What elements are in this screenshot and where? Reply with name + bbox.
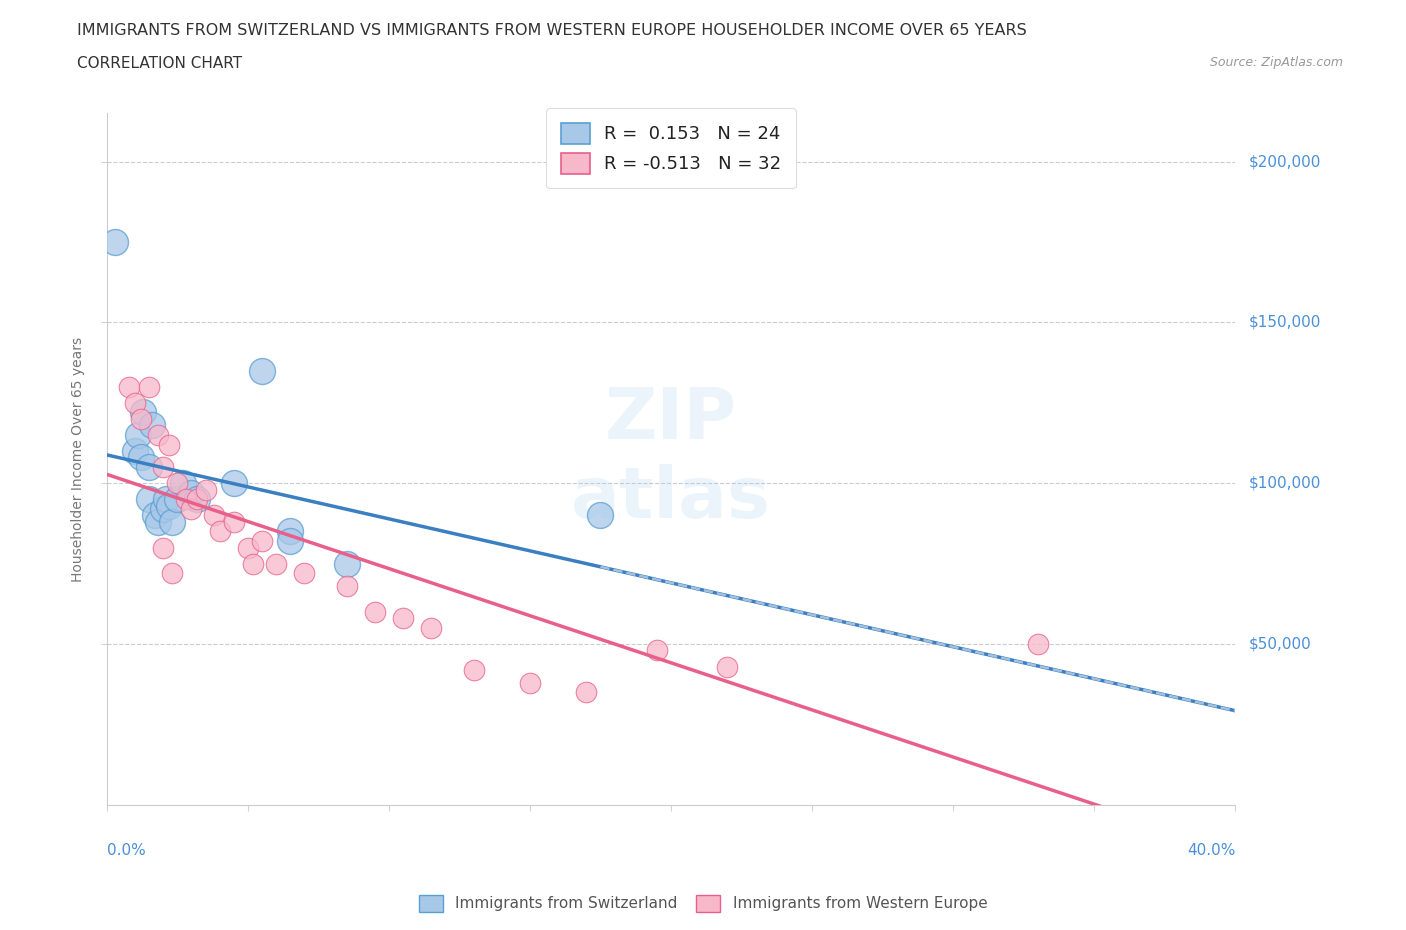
Point (138, 379, 160, 394)
Point (1026, 636, 1049, 651)
Y-axis label: Householder Income Over 65 years: Householder Income Over 65 years (72, 337, 86, 581)
Point (141, 418, 163, 432)
Point (118, 379, 141, 394)
Point (146, 428, 169, 443)
Point (138, 492, 160, 507)
Text: 40.0%: 40.0% (1187, 843, 1236, 857)
Point (186, 492, 208, 507)
Point (292, 565, 315, 580)
Point (152, 501, 174, 516)
Legend: Immigrants from Switzerland, Immigrants from Western Europe: Immigrants from Switzerland, Immigrants … (412, 889, 994, 918)
Point (236, 540, 259, 555)
Point (463, 662, 485, 677)
Point (519, 675, 541, 690)
Point (155, 492, 177, 507)
Text: Source: ZipAtlas.com: Source: ZipAtlas.com (1209, 56, 1343, 69)
Text: $150,000: $150,000 (1249, 315, 1322, 330)
Point (138, 459, 160, 474)
Point (129, 411, 152, 426)
Point (250, 363, 273, 378)
Point (716, 659, 738, 674)
Point (160, 514, 183, 529)
Point (589, 508, 612, 523)
Point (202, 508, 225, 523)
Point (222, 514, 245, 529)
Point (152, 540, 174, 555)
Point (250, 534, 273, 549)
Point (172, 476, 194, 491)
Point (335, 556, 357, 571)
Point (278, 534, 301, 549)
Point (645, 643, 668, 658)
Point (157, 498, 180, 513)
Point (104, 234, 127, 249)
Text: 0.0%: 0.0% (107, 843, 145, 857)
Point (222, 476, 245, 491)
Point (124, 444, 146, 458)
Point (242, 556, 264, 571)
Point (180, 485, 202, 500)
Point (420, 620, 443, 635)
Point (132, 405, 155, 419)
Point (335, 578, 357, 593)
Text: IMMIGRANTS FROM SWITZERLAND VS IMMIGRANTS FROM WESTERN EUROPE HOUSEHOLDER INCOME: IMMIGRANTS FROM SWITZERLAND VS IMMIGRANT… (77, 23, 1026, 38)
Point (146, 514, 169, 529)
Point (364, 604, 387, 619)
Legend: R =  0.153   N = 24, R = -0.513   N = 32: R = 0.153 N = 24, R = -0.513 N = 32 (547, 109, 796, 188)
Point (160, 565, 183, 580)
Point (575, 684, 598, 699)
Point (166, 476, 188, 491)
Point (143, 508, 166, 523)
Point (186, 492, 208, 507)
Point (124, 395, 146, 410)
Text: CORRELATION CHART: CORRELATION CHART (77, 56, 242, 71)
Point (392, 611, 415, 626)
Point (157, 437, 180, 452)
Point (194, 482, 217, 497)
Point (180, 501, 202, 516)
Text: $100,000: $100,000 (1249, 475, 1322, 491)
Point (129, 450, 152, 465)
Point (278, 524, 301, 538)
Point (127, 428, 149, 443)
Point (208, 524, 231, 538)
Point (174, 492, 197, 507)
Text: $50,000: $50,000 (1249, 636, 1312, 652)
Text: ZIP
atlas: ZIP atlas (571, 385, 770, 534)
Point (264, 556, 287, 571)
Text: $200,000: $200,000 (1249, 154, 1322, 169)
Point (152, 459, 174, 474)
Point (166, 492, 188, 507)
